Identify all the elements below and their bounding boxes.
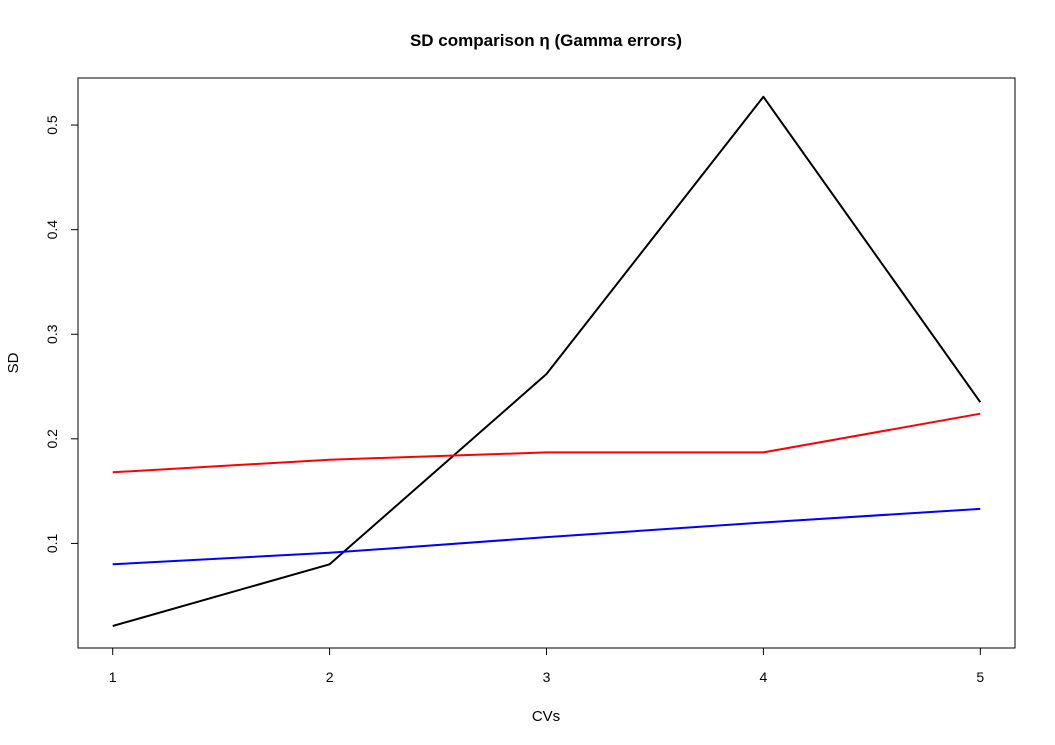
x-tick-label: 2 bbox=[326, 669, 334, 685]
y-axis-label: SD bbox=[5, 352, 22, 373]
x-axis: 1 2 3 4 5 bbox=[109, 647, 984, 685]
series-line-2 bbox=[112, 412, 981, 474]
plot-frame bbox=[77, 77, 1016, 649]
x-tick-label: 5 bbox=[976, 669, 984, 685]
y-tick-label: 0.2 bbox=[44, 429, 60, 449]
y-tick-label: 0.4 bbox=[44, 220, 60, 240]
series-line-3 bbox=[112, 507, 981, 566]
series-group bbox=[112, 95, 982, 627]
y-tick-label: 0.1 bbox=[44, 533, 60, 553]
y-axis: 0.1 0.2 0.3 0.4 0.5 bbox=[44, 115, 79, 553]
x-tick-label: 3 bbox=[543, 669, 551, 685]
x-tick-label: 4 bbox=[759, 669, 767, 685]
x-axis-label: CVs bbox=[532, 708, 560, 725]
chart-title: SD comparison η (Gamma errors) bbox=[410, 31, 682, 50]
series-line-1 bbox=[112, 95, 982, 627]
y-tick-label: 0.3 bbox=[44, 324, 60, 344]
x-tick-label: 1 bbox=[109, 669, 117, 685]
y-tick-label: 0.5 bbox=[44, 115, 60, 135]
